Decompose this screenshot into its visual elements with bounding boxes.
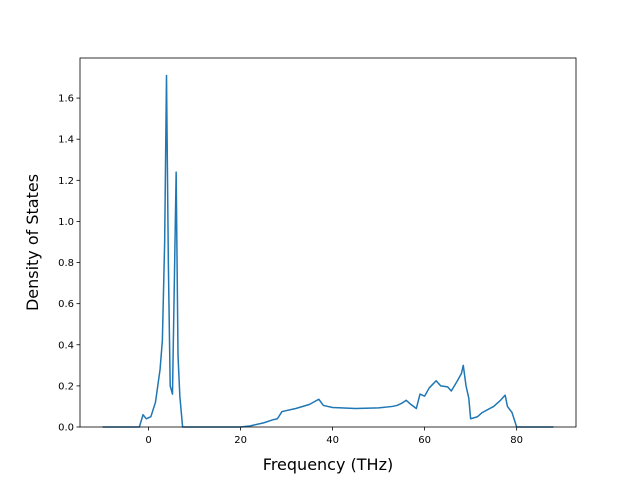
y-tick-label: 0.8 — [58, 258, 74, 269]
x-axis-label: Frequency (THz) — [263, 455, 393, 474]
y-tick-label: 0.0 — [58, 423, 74, 434]
y-tick-label: 1.0 — [58, 217, 74, 228]
x-tick-label: 0 — [145, 435, 151, 446]
y-tick-label: 1.6 — [58, 94, 74, 105]
y-tick-label: 0.2 — [58, 381, 74, 392]
y-tick-label: 0.6 — [58, 299, 74, 310]
x-tick-label: 40 — [326, 435, 339, 446]
y-axis-label: Density of States — [23, 174, 42, 311]
y-tick-label: 1.4 — [58, 135, 74, 146]
x-tick-label: 80 — [510, 435, 523, 446]
line-series — [102, 74, 554, 428]
x-tick-label: 20 — [234, 435, 247, 446]
y-tick-label: 0.4 — [58, 340, 74, 351]
y-tick-label: 1.2 — [58, 176, 74, 187]
x-tick-label: 60 — [418, 435, 431, 446]
plot-frame — [79, 57, 577, 428]
